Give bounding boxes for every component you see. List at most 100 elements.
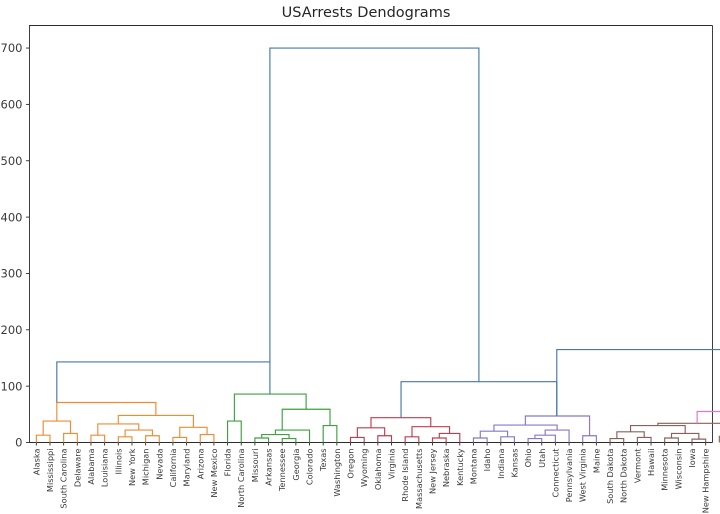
dendrogram-link: [609, 437, 625, 443]
dendrogram-link: [691, 438, 707, 443]
dendrogram-link: [254, 437, 270, 443]
dendrogram-link: [349, 436, 365, 443]
x-axis-labels: Alaska Mississippi South Carolina Delaware A…: [31, 442, 711, 514]
y-tick-label: 700: [1, 41, 23, 55]
dendrogram-link: [696, 410, 720, 424]
dendrogram-link: [582, 435, 597, 443]
dendrogram-link: [524, 415, 591, 436]
dendrogram-link: [145, 435, 160, 443]
x-tick-label: Florida: [223, 449, 233, 477]
x-tick-label: Tennessee: [277, 449, 287, 493]
x-tick-label: Ohio: [523, 449, 533, 468]
x-tick-label: Maine: [591, 449, 601, 474]
x-tick-label: Indiana: [496, 449, 506, 479]
x-tick-label: New York: [127, 448, 137, 486]
x-tick-label: North Dakota: [619, 449, 629, 504]
dendrogram-link: [199, 434, 215, 443]
x-tick-label: Hawaii: [646, 449, 656, 476]
dendrogram-link: [400, 381, 558, 418]
y-tick-label: 300: [1, 267, 23, 281]
axes-spines: [29, 25, 713, 443]
x-tick-label: Arkansas: [264, 449, 274, 486]
dendrogram-link: [718, 435, 720, 443]
dendrogram-link: [664, 437, 679, 443]
dendrogram-link: [274, 429, 311, 443]
dendrogram-links: [35, 47, 720, 443]
x-tick-label: Nevada: [154, 449, 164, 480]
dendrogram-link: [117, 436, 133, 443]
y-tick-label: 200: [1, 323, 23, 337]
x-tick-label: Wyoming: [359, 449, 369, 487]
x-tick-label: Rhode Island: [400, 449, 410, 502]
y-tick-label: 100: [1, 379, 23, 393]
dendrogram-link: [411, 426, 451, 437]
x-tick-label: Utah: [537, 449, 547, 468]
dendrogram-link: [500, 436, 516, 443]
dendrogram-link: [63, 432, 78, 443]
x-tick-label: Alaska: [31, 449, 41, 476]
dendrogram-link: [544, 429, 570, 443]
x-tick-label: Georgia: [291, 449, 301, 481]
dendrogram-link: [172, 436, 188, 443]
x-tick-label: Missouri: [250, 449, 260, 483]
x-tick-label: Maryland: [182, 449, 192, 487]
x-tick-label: South Dakota: [605, 449, 615, 504]
dendrogram-link: [556, 348, 720, 417]
x-tick-label: Minnesota: [660, 449, 670, 491]
dendrogram-link: [269, 47, 480, 382]
dendrogram-link: [233, 393, 307, 422]
x-tick-label: South Carolina: [59, 449, 69, 509]
x-tick-label: Nebraska: [441, 449, 451, 488]
x-tick-label: Arizona: [195, 449, 205, 480]
x-tick-label: Pennsylvania: [564, 449, 574, 503]
dendrogram-link: [90, 434, 106, 443]
x-tick-label: Alabama: [86, 449, 96, 485]
x-tick-label: Illinois: [113, 449, 123, 475]
dendrogram-link: [179, 426, 208, 438]
x-tick-label: Wisconsin: [673, 449, 683, 490]
dendrogram-link: [404, 436, 420, 443]
x-tick-label: Colorado: [305, 449, 315, 486]
x-tick-label: Virginia: [386, 449, 396, 480]
x-tick-label: Oklahoma: [373, 449, 383, 491]
dendrogram-link: [35, 434, 51, 443]
x-tick-label: New Hampshire: [701, 449, 711, 514]
x-tick-label: North Carolina: [236, 449, 246, 508]
dendrogram-link: [117, 414, 194, 428]
y-tick-label: 0: [15, 436, 22, 450]
dendrogram-link: [657, 422, 720, 426]
x-tick-label: Montana: [468, 449, 478, 485]
x-tick-label: Kansas: [509, 449, 519, 478]
x-tick-label: Michigan: [141, 449, 151, 486]
y-tick-label: 600: [1, 98, 23, 112]
dendrogram-link: [377, 435, 393, 443]
dendrogram-link: [636, 436, 652, 443]
dendrogram-link: [431, 437, 447, 443]
x-tick-label: California: [168, 449, 178, 488]
dendrogram-link: [56, 401, 157, 422]
dendrogram-link: [56, 361, 271, 403]
x-tick-label: Mississippi: [45, 449, 55, 493]
x-tick-label: Louisiana: [100, 449, 110, 488]
x-tick-label: Texas: [318, 449, 328, 473]
y-tick-label: 400: [1, 210, 23, 224]
dendrogram-link: [226, 420, 242, 443]
page-title: USArrests Dendograms: [282, 5, 451, 21]
dendrogram-link: [472, 437, 488, 443]
x-tick-label: Washington: [332, 449, 342, 497]
dendrogram-link: [527, 437, 543, 443]
x-tick-label: West Virginia: [578, 449, 588, 503]
x-tick-label: Vermont: [632, 448, 642, 483]
x-tick-label: Massachusetts: [414, 449, 424, 510]
x-tick-label: Idaho: [482, 449, 492, 472]
y-axis-ticks: 0 100 200 300 400 500 600 700: [1, 41, 30, 450]
x-tick-label: Iowa: [687, 449, 697, 468]
x-tick-label: New Mexico: [209, 449, 219, 498]
y-tick-label: 500: [1, 154, 23, 168]
x-tick-label: Connecticut: [550, 448, 560, 498]
x-tick-label: Kentucky: [455, 448, 465, 486]
x-tick-label: New Jersey: [427, 448, 437, 494]
dendrogram-link: [322, 425, 338, 443]
